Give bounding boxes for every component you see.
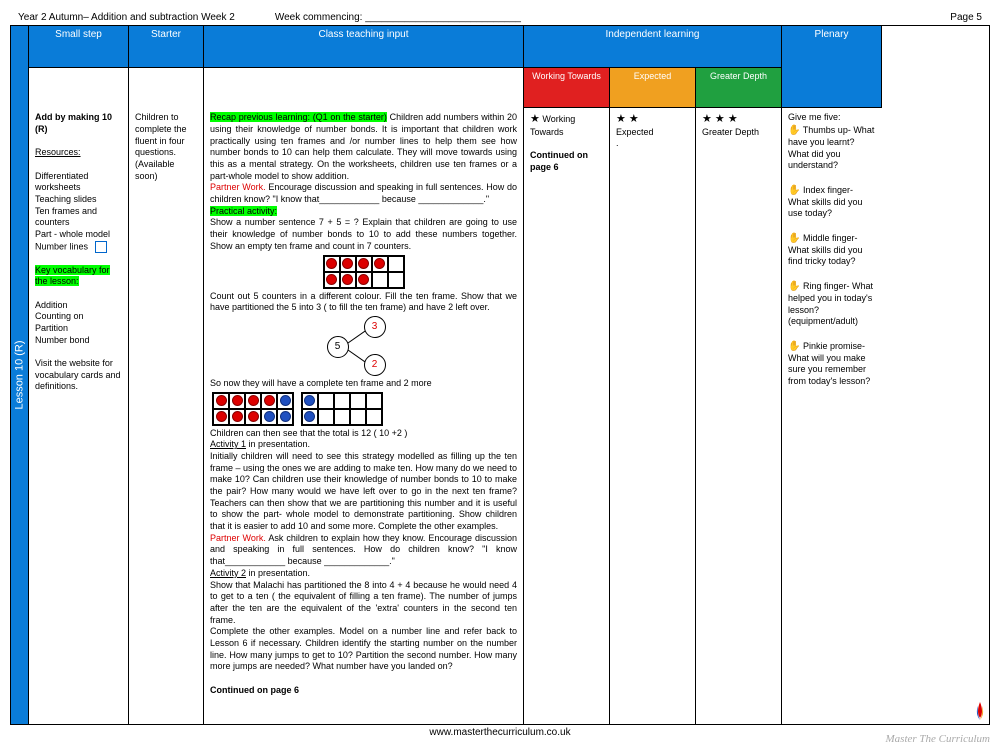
star-icon: ★ ★ xyxy=(616,113,639,125)
cell-gd: ★ ★ ★Greater Depth xyxy=(696,108,782,724)
cell-teaching: Recap previous learning: (Q1 on the star… xyxy=(204,108,524,724)
page-number: Page 5 xyxy=(950,12,982,23)
sub-wt: Working Towards xyxy=(524,68,610,109)
page-header: Year 2 Autumn– Addition and subtraction … xyxy=(10,10,990,25)
cell-wt: ★ Working Towards Continued on page 6 xyxy=(524,108,610,724)
tenframe-1 xyxy=(323,255,405,289)
week-commencing: Week commencing: _______________________… xyxy=(275,12,521,23)
lesson-tab: Lesson 10 (R) xyxy=(11,26,29,724)
hand-icon: ✋ xyxy=(788,185,800,196)
watermark: Master The Curriculum xyxy=(886,733,991,745)
vocab-heading: Key vocabulary for the lesson: xyxy=(35,265,110,287)
resources-list: Differentiated worksheets Teaching slide… xyxy=(35,171,122,253)
cell-plenary: Give me five: ✋ Thumbs up- What have you… xyxy=(782,108,882,724)
tenframe-2b xyxy=(301,392,383,426)
header-title: Year 2 Autumn– Addition and subtraction … xyxy=(18,12,235,23)
vocab-list: Addition Counting on Partition Number bo… xyxy=(35,300,122,347)
hand-icon: ✋ xyxy=(788,125,800,136)
sub-exp: Expected xyxy=(610,68,696,109)
col-starter: Starter xyxy=(129,26,204,68)
col-plenary: Plenary xyxy=(782,26,882,108)
col-small-step: Small step xyxy=(29,26,129,68)
logo-icon xyxy=(968,700,992,730)
star-icon: ★ xyxy=(530,113,540,125)
footer-url: www.masterthecurriculum.co.uk xyxy=(10,727,990,738)
hand-icon: ✋ xyxy=(788,233,800,244)
checkbox-icon xyxy=(95,241,107,253)
cell-starter: Children to complete the fluent in four … xyxy=(129,108,204,724)
partwhole-diagram: 5 3 2 xyxy=(319,316,409,376)
col-independent: Independent learning xyxy=(524,26,782,68)
tenframe-2a xyxy=(212,392,294,426)
lesson-table: Lesson 10 (R) Small step Starter Class t… xyxy=(10,25,990,725)
hand-icon: ✋ xyxy=(788,281,800,292)
star-icon: ★ ★ ★ xyxy=(702,113,738,125)
col-class-input: Class teaching input xyxy=(204,26,524,68)
hand-icon: ✋ xyxy=(788,341,800,352)
cell-exp: ★ ★Expected . xyxy=(610,108,696,724)
cell-small-step: Add by making 10 (R) Resources: Differen… xyxy=(29,108,129,724)
sub-gd: Greater Depth xyxy=(696,68,782,109)
